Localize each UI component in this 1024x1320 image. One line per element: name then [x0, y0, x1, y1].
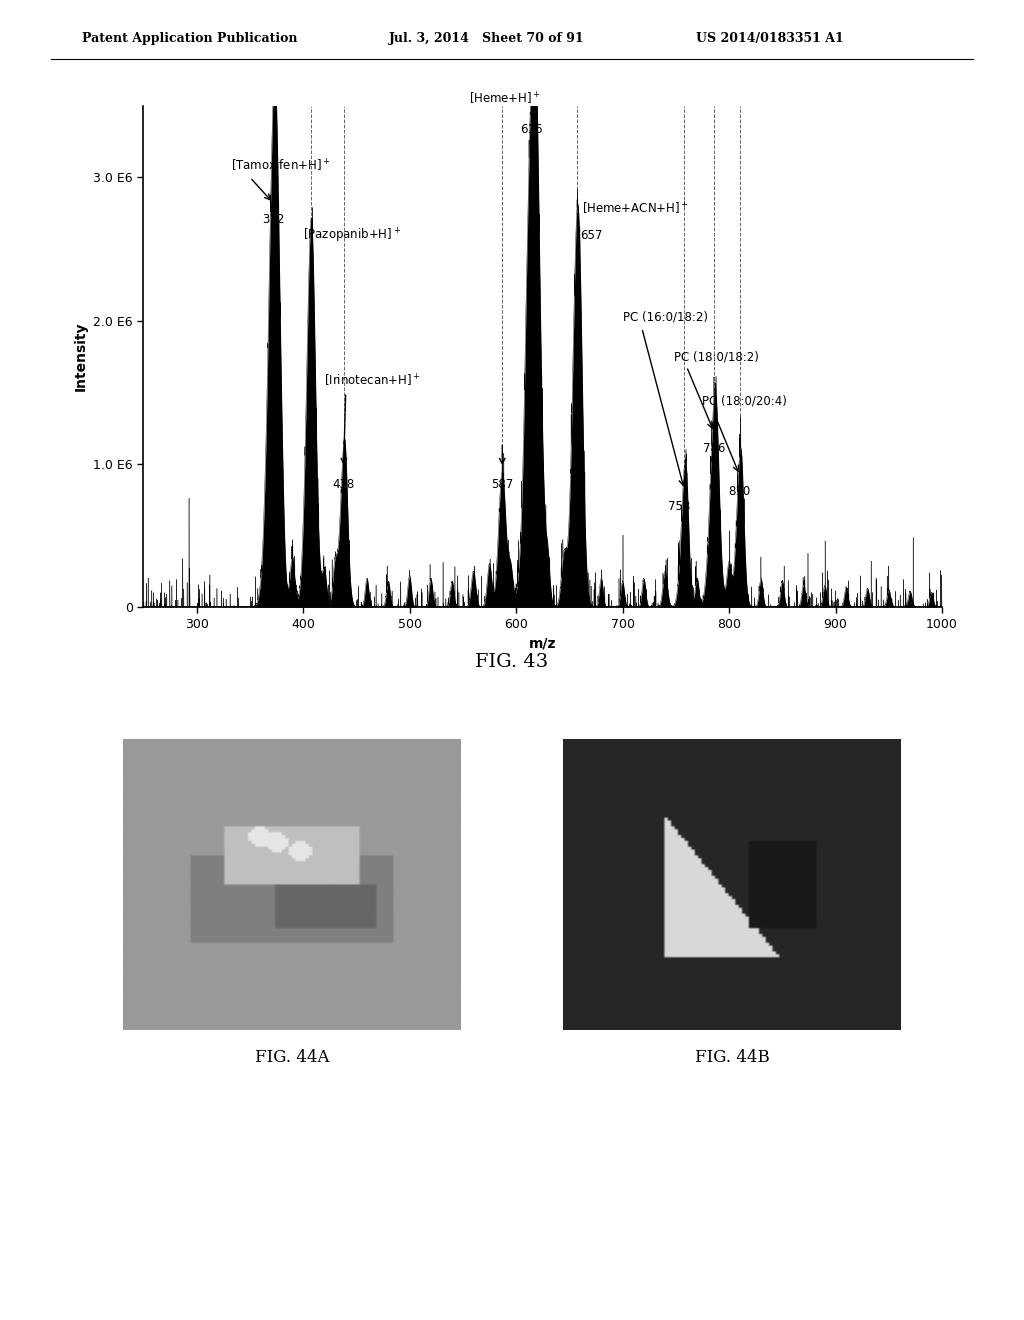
Text: 657: 657 — [580, 228, 602, 242]
Text: [Heme+H]$^+$: [Heme+H]$^+$ — [469, 91, 542, 107]
Text: PC (18:0/18:2): PC (18:0/18:2) — [674, 351, 759, 363]
Text: PC (16:0/18:2): PC (16:0/18:2) — [623, 310, 708, 323]
Text: Patent Application Publication: Patent Application Publication — [82, 32, 297, 45]
Text: 786: 786 — [703, 442, 725, 455]
Text: [Irinotecan+H]$^+$: [Irinotecan+H]$^+$ — [325, 374, 421, 389]
Text: 810: 810 — [729, 486, 751, 499]
Text: [Heme+ACN+H]$^+$: [Heme+ACN+H]$^+$ — [582, 201, 689, 218]
Text: 758: 758 — [668, 500, 690, 512]
X-axis label: m/z: m/z — [529, 636, 556, 651]
Text: [Pazopanib+H]$^+$: [Pazopanib+H]$^+$ — [303, 226, 401, 244]
Text: Jul. 3, 2014   Sheet 70 of 91: Jul. 3, 2014 Sheet 70 of 91 — [389, 32, 585, 45]
Text: FIG. 43: FIG. 43 — [475, 653, 549, 672]
Text: FIG. 44A: FIG. 44A — [255, 1049, 329, 1067]
Text: [Tamoxifen+H]$^+$: [Tamoxifen+H]$^+$ — [230, 158, 331, 174]
Text: 616: 616 — [520, 123, 543, 136]
Text: 372: 372 — [262, 213, 285, 226]
Text: 438: 438 — [333, 478, 354, 491]
Text: US 2014/0183351 A1: US 2014/0183351 A1 — [696, 32, 844, 45]
Text: PC (18:0/20:4): PC (18:0/20:4) — [702, 395, 787, 408]
Y-axis label: Intensity: Intensity — [74, 322, 88, 391]
Text: 587: 587 — [492, 478, 513, 491]
Text: FIG. 44B: FIG. 44B — [695, 1049, 769, 1067]
